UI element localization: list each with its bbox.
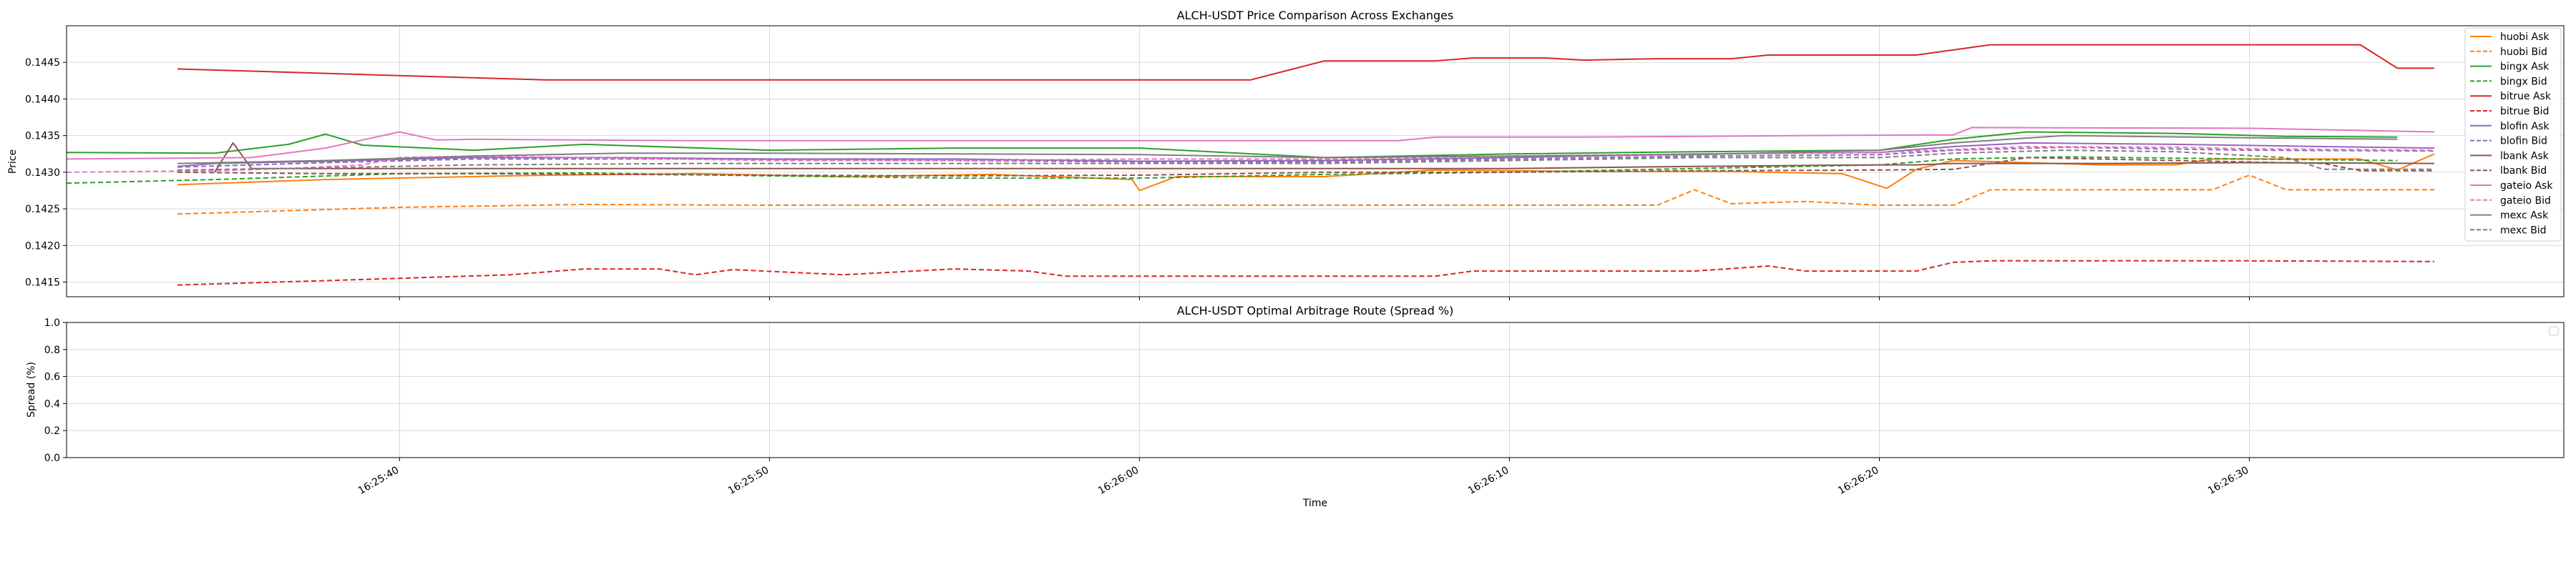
legend-label: bingx Ask [2500,61,2550,73]
legend-label: gateio Bid [2500,195,2551,207]
spread-x-tick-label: 16:26:30 [2206,465,2250,497]
legend-label: gateio Ask [2500,180,2553,192]
spread-plot-area [67,322,2564,458]
spread-x-tick-label: 16:25:40 [356,465,401,497]
series-line-gateio-bid [66,146,2435,173]
legend-label: blofin Bid [2500,136,2547,147]
spread-chart: ALCH-USDT Optimal Arbitrage Route (Sprea… [26,304,2565,509]
legend-label: bingx Bid [2500,76,2547,87]
price-y-tick-label: 0.1430 [25,167,60,179]
legend-label: lbank Ask [2500,150,2550,162]
series-line-huobi-bid [177,174,2434,215]
spread-x-tick-label: 16:25:50 [726,465,771,497]
spread-y-axis-label: Spread (%) [26,362,37,418]
price-y-ticks: 0.1415 0.1420 0.1425 0.1430 0.1435 0.1440 0.14… [25,57,67,289]
price-chart-title: ALCH-USDT Price Comparison Across Exchan… [1177,9,1454,22]
legend-label: huobi Bid [2500,46,2547,58]
legend-label: blofin Ask [2500,121,2550,132]
spread-y-tick-label: 1.0 [44,317,60,329]
spread-y-tick-label: 0.8 [44,345,60,356]
price-legend: huobi Ask huobi Bid bingx Ask bingx Bid bitr… [2464,27,2562,242]
legend-label: bitrue Ask [2500,91,2552,102]
spread-x-tick-label: 16:26:00 [1096,465,1141,497]
price-x-ticks [399,297,2250,300]
spread-y-tick-label: 0.0 [44,453,60,464]
spread-x-axis-label: Time [1302,498,1327,509]
price-y-tick-label: 0.1440 [25,94,60,105]
price-y-axis-label: Price [7,149,19,174]
spread-chart-title: ALCH-USDT Optimal Arbitrage Route (Sprea… [1177,304,1454,317]
price-y-tick-label: 0.1425 [25,204,60,215]
series-line-lbank-bid [177,157,2434,177]
spread-legend-box [2549,326,2559,336]
spread-plot-frame [66,322,2565,458]
spread-y-tick-label: 0.6 [44,372,60,383]
legend-label: huobi Ask [2500,31,2550,43]
spread-x-ticks: 16:25:40 16:25:50 16:26:00 16:26:10 16:26:20… [356,458,2251,497]
series-line-blofin-bid [177,147,2435,168]
series-line-lbank-ask [213,142,2435,173]
series-line-bingx-ask [66,131,2398,159]
spread-x-tick-label: 16:26:10 [1466,465,1511,497]
price-series-lines [66,44,2435,286]
spread-x-tick-label: 16:26:20 [1836,465,1880,497]
series-line-bitrue-bid [177,260,2435,286]
spread-y-tick-label: 0.2 [44,425,60,437]
series-line-bitrue-ask [177,44,2434,81]
legend-label: mexc Bid [2500,225,2547,236]
price-comparison-chart: ALCH-USDT Price Comparison Across Exchan… [7,9,2565,300]
legend-label: mexc Ask [2500,210,2549,222]
legend-label: bitrue Bid [2500,106,2549,117]
legend-label: lbank Bid [2500,165,2547,177]
price-y-tick-label: 0.1420 [25,240,60,252]
series-line-gateio-ask [66,127,2435,160]
series-line-mexc-ask [177,134,2398,164]
spread-y-tick-label: 0.4 [44,398,60,410]
price-plot-frame [66,25,2565,297]
spread-y-ticks: 0.0 0.2 0.4 0.6 0.8 1.0 [44,317,67,464]
series-line-blofin-ask [177,142,2435,167]
price-y-tick-label: 0.1435 [25,131,60,142]
price-y-tick-label: 0.1445 [25,57,60,69]
price-y-tick-label: 0.1415 [25,277,60,289]
legend-frame [2464,27,2562,242]
